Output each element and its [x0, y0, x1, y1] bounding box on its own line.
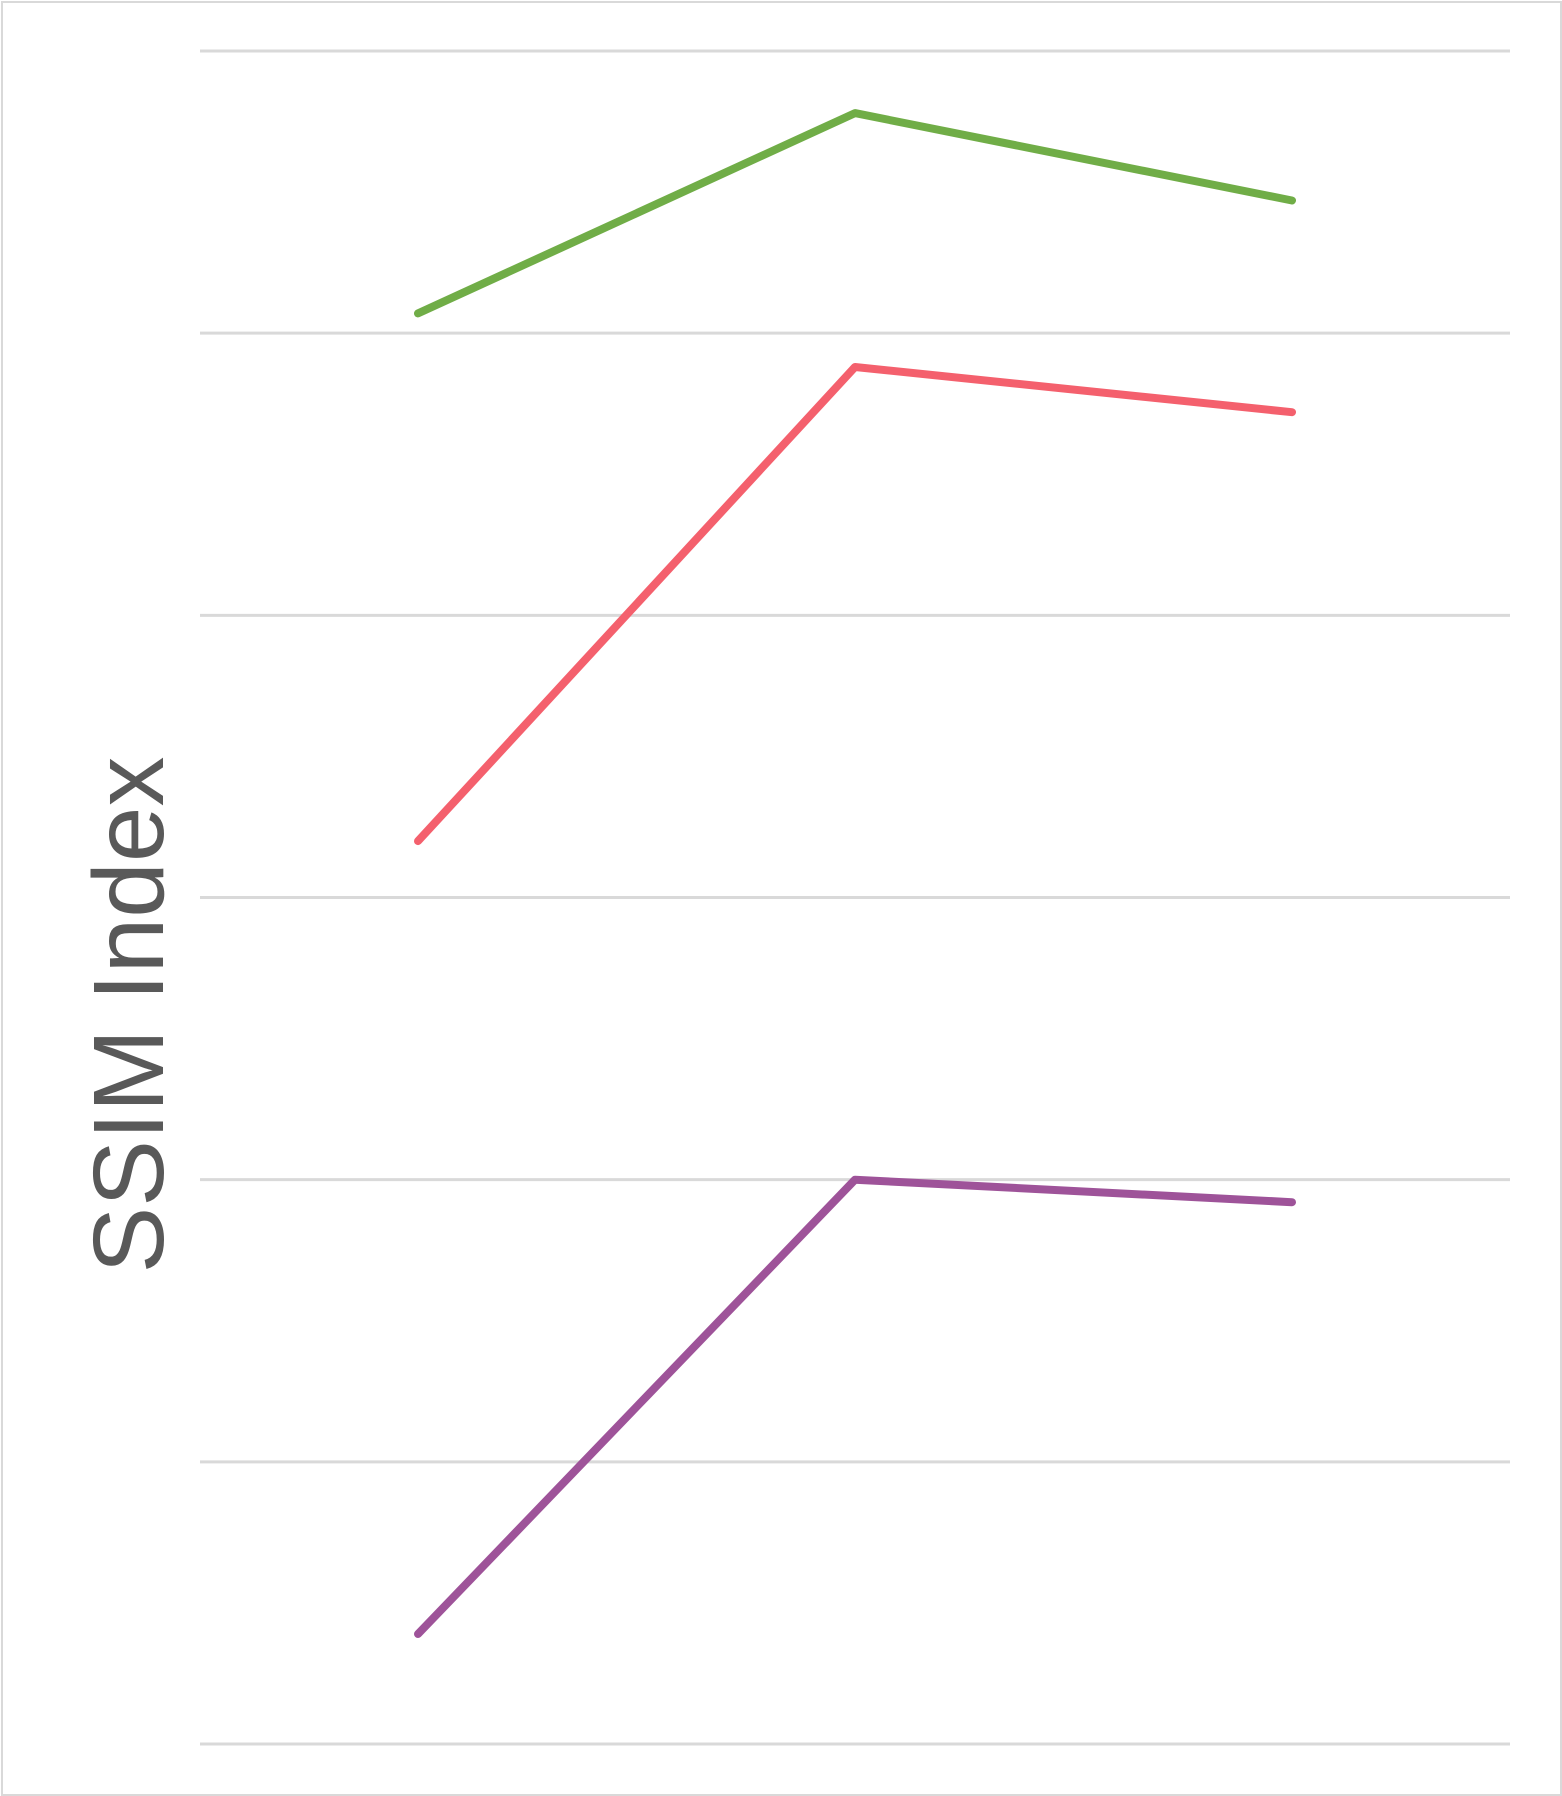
series-line-3: [414, 1175, 1296, 1638]
y-axis-title: SSIM Index: [73, 757, 185, 1274]
series-lines: [414, 109, 1296, 1638]
series-line-2: [414, 363, 1296, 846]
series-line-1: [414, 109, 1296, 318]
gridlines: [200, 49, 1510, 1746]
